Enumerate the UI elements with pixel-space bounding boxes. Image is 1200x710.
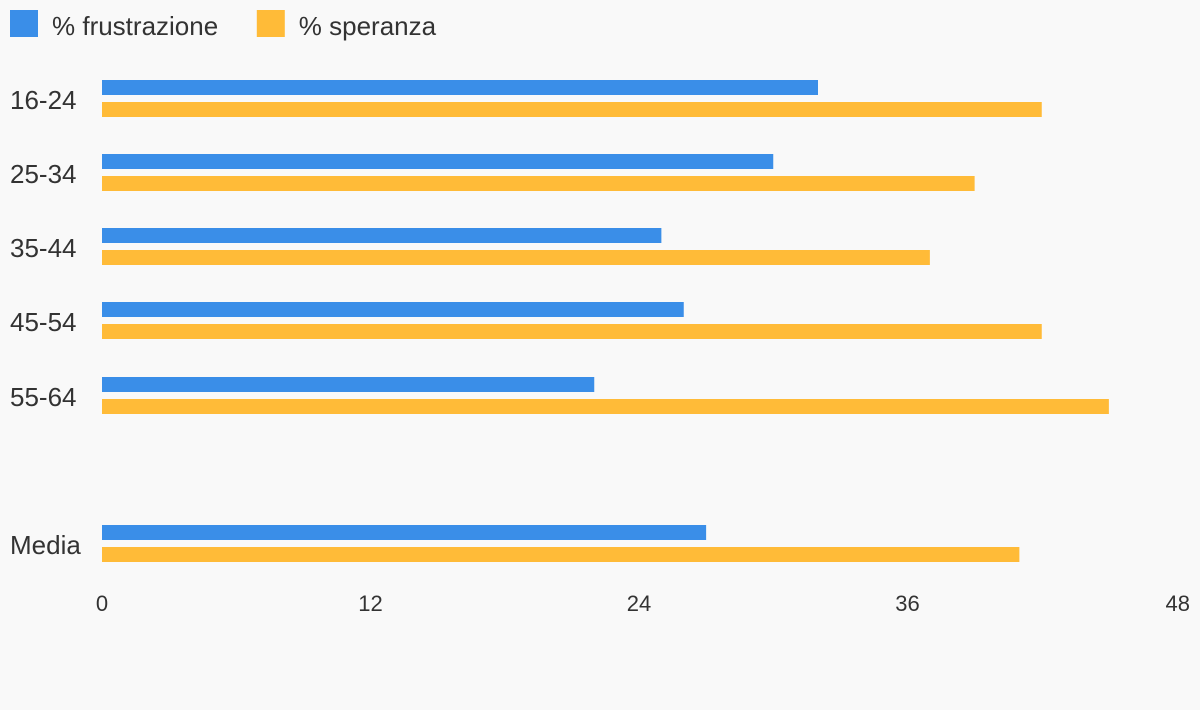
- category-label-25-34: 25-34: [10, 159, 77, 189]
- bar-media-series-2: [102, 547, 1020, 562]
- x-tick-label-12: 12: [358, 591, 382, 616]
- category-label-media: Media: [10, 530, 81, 560]
- x-axis-ticks: 0 12 24 36 48: [96, 591, 1190, 616]
- legend-swatch-1: [10, 10, 38, 37]
- bar-35-44-series-1: [102, 228, 662, 243]
- bar-45-54-series-2: [102, 324, 1042, 339]
- bars-group: [102, 80, 1109, 562]
- bar-16-24-series-1: [102, 80, 818, 95]
- legend-label-2: % speranza: [299, 11, 437, 41]
- bar-35-44-series-2: [102, 250, 930, 265]
- category-label-35-44: 35-44: [10, 233, 77, 263]
- category-label-45-54: 45-54: [10, 307, 77, 337]
- bar-25-34-series-1: [102, 154, 774, 169]
- legend-label-1: % frustrazione: [52, 11, 218, 41]
- category-label-55-64: 55-64: [10, 382, 77, 412]
- x-tick-label-0: 0: [96, 591, 108, 616]
- legend-swatch-2: [256, 10, 285, 37]
- bar-16-24-series-2: [102, 102, 1042, 117]
- bar-45-54-series-1: [102, 302, 684, 317]
- x-tick-label-36: 36: [895, 591, 919, 616]
- bar-media-series-1: [102, 525, 707, 540]
- category-labels: 16-24 25-34 35-44 45-54 55-64 Media: [10, 85, 81, 560]
- x-tick-label-48: 48: [1166, 591, 1190, 616]
- category-label-16-24: 16-24: [10, 85, 77, 115]
- bar-25-34-series-2: [102, 176, 975, 191]
- bar-55-64-series-2: [102, 399, 1109, 414]
- x-tick-label-24: 24: [627, 591, 651, 616]
- bar-55-64-series-1: [102, 377, 595, 392]
- legend: % frustrazione % speranza: [10, 10, 437, 41]
